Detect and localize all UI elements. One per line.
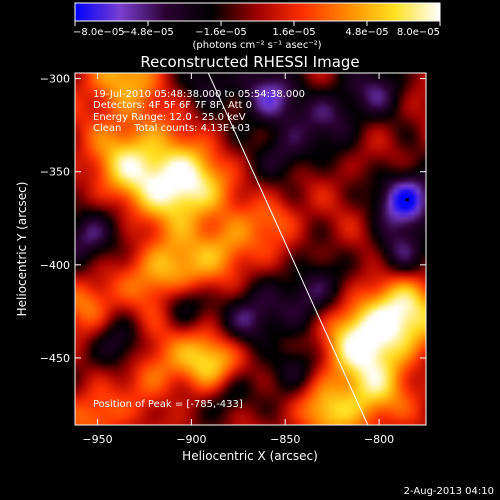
y-axis-label: Heliocentric Y (arcsec): [15, 182, 29, 317]
peak-position-label: Position of Peak = [-785,-433]: [93, 399, 243, 410]
colorbar-tick-label: −8.0e−05: [73, 27, 125, 38]
annotation-total-counts: Clean Total counts: 4.13E+03: [93, 123, 250, 134]
chart-title: Reconstructed RHESSI Image: [140, 53, 359, 71]
y-tick-label: −450: [40, 352, 70, 365]
annotation-time-range: 19-Jul-2010 05:48:38.000 to 05:54:38.000: [93, 89, 305, 100]
annotation-detectors: Detectors: 4F 5F 6F 7F 8F, Att 0: [93, 100, 252, 111]
y-tick-label: −350: [40, 166, 70, 179]
colorbar-ticks: −8.0e−05−4.8e−05 −1.6e−05 1.6e−05 4.8e−05 8.…: [73, 21, 441, 38]
colorbar-tick-label: 4.8e−05: [345, 27, 388, 38]
y-axis-ticks: −300 −350 −400 −450: [40, 73, 426, 365]
x-tick-label: −800: [364, 433, 394, 446]
colorbar: [74, 2, 441, 22]
peak-marker: [405, 198, 409, 202]
y-tick-label: −400: [40, 259, 70, 272]
y-tick-label: −300: [40, 73, 70, 86]
heatmap-image: [75, 73, 426, 425]
colorbar-tick-label: 8.0e−05: [397, 27, 440, 38]
colorbar-tick-label: −4.8e−05: [122, 27, 174, 38]
plot-frame: [74, 72, 427, 426]
x-tick-label: −850: [270, 433, 300, 446]
x-axis-ticks: −950 −900 −850 −800: [82, 73, 394, 446]
footer-date: 2-Aug-2013 04:10: [404, 486, 494, 497]
colorbar-tick-label: −1.6e−05: [195, 27, 247, 38]
x-tick-label: −900: [176, 433, 206, 446]
x-axis-label: Heliocentric X (arcsec): [182, 449, 318, 463]
colorbar-tick-label: 1.6e−05: [272, 27, 315, 38]
annotation-energy-range: Energy Range: 12.0 - 25.0 keV: [93, 112, 246, 123]
x-tick-label: −950: [82, 433, 112, 446]
colorbar-unit-label: (photons cm⁻² s⁻¹ asec⁻²): [192, 40, 321, 51]
solar-limb-line: [207, 73, 369, 425]
